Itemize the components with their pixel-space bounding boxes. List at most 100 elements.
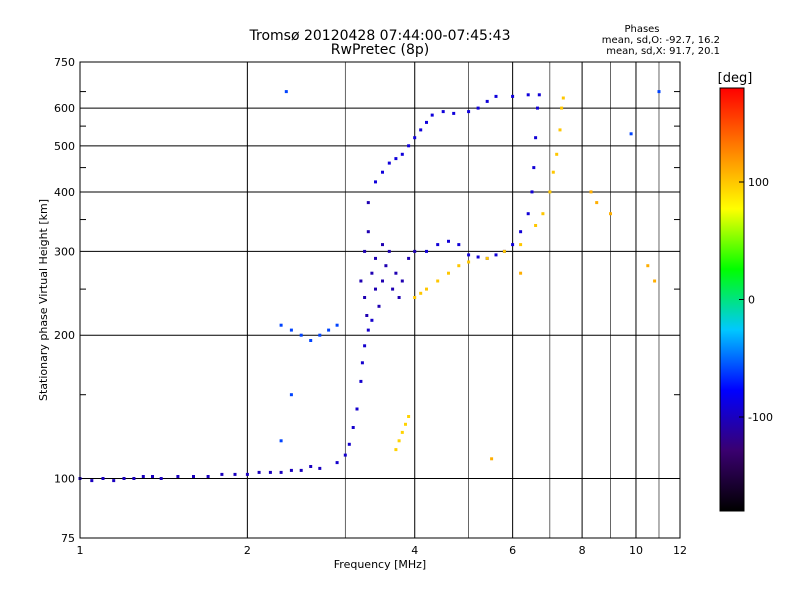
points-layer xyxy=(78,90,661,483)
colorbar-ticks: 100 0 -100 xyxy=(739,176,773,424)
data-point xyxy=(548,190,552,194)
data-point xyxy=(534,136,538,140)
data-point xyxy=(279,470,283,474)
data-point xyxy=(413,249,417,253)
x-tick-label: 8 xyxy=(579,544,586,557)
data-point xyxy=(359,379,363,383)
data-point xyxy=(335,323,339,327)
data-point xyxy=(327,328,331,332)
data-point xyxy=(318,466,322,470)
colorbar-label: [deg] xyxy=(718,71,753,86)
data-point xyxy=(519,243,523,247)
data-point xyxy=(407,144,411,148)
data-point xyxy=(365,314,369,317)
phases-o-line: mean, sd,O: -92.7, 16.2 xyxy=(602,35,720,46)
data-point xyxy=(485,256,489,260)
data-point xyxy=(629,132,633,136)
phases-x-line: mean, sd,X: 91.7, 20.1 xyxy=(606,46,720,57)
data-point xyxy=(355,407,359,411)
data-point xyxy=(377,304,381,308)
data-point xyxy=(425,249,428,253)
data-point xyxy=(536,106,539,110)
data-point xyxy=(366,230,370,234)
data-point xyxy=(511,94,515,98)
x-tick-label: 2 xyxy=(244,544,251,557)
data-point xyxy=(457,264,461,268)
data-point xyxy=(534,224,538,227)
data-point xyxy=(419,291,423,295)
data-point xyxy=(363,249,367,253)
data-point xyxy=(112,479,116,483)
data-point xyxy=(257,470,261,474)
data-point xyxy=(245,472,249,476)
y-tick-label: 300 xyxy=(54,245,75,258)
data-point xyxy=(384,264,388,268)
data-point xyxy=(176,475,180,478)
data-point xyxy=(299,468,303,472)
data-point xyxy=(397,296,401,299)
data-point xyxy=(407,256,411,260)
data-point xyxy=(381,243,384,247)
x-tick-label: 4 xyxy=(411,544,418,557)
data-point xyxy=(132,477,136,480)
data-point xyxy=(335,461,339,465)
data-point xyxy=(370,271,374,275)
data-point xyxy=(284,90,288,94)
y-tick-label: 100 xyxy=(54,473,75,486)
data-point xyxy=(457,243,461,247)
data-point xyxy=(447,239,450,243)
data-point xyxy=(595,201,599,205)
data-point xyxy=(159,477,163,480)
data-point xyxy=(532,166,536,170)
data-point xyxy=(530,190,534,194)
data-point xyxy=(268,470,272,474)
data-point xyxy=(452,111,456,115)
data-point xyxy=(467,110,471,114)
data-point xyxy=(318,333,322,337)
data-point xyxy=(122,477,126,480)
data-point xyxy=(233,472,237,476)
data-point xyxy=(343,453,347,457)
data-point xyxy=(653,279,657,283)
data-point xyxy=(485,99,489,103)
x-axis-label: Frequency [MHz] xyxy=(334,558,426,571)
chart-title: Tromsø 20120428 07:44:00-07:45:43 xyxy=(249,28,511,44)
data-point xyxy=(400,279,404,283)
data-point xyxy=(381,170,384,174)
data-point xyxy=(299,333,303,337)
x-tick-label: 12 xyxy=(673,544,687,557)
data-point xyxy=(374,256,377,260)
data-point xyxy=(387,161,391,165)
data-point xyxy=(537,93,541,97)
data-point xyxy=(589,190,593,194)
data-point xyxy=(560,106,564,110)
data-point xyxy=(436,279,440,283)
data-point xyxy=(397,439,401,443)
data-point xyxy=(476,255,480,259)
y-axis-label: Stationary phase Virtual Height [km] xyxy=(37,199,50,401)
data-point xyxy=(309,339,313,342)
data-point xyxy=(541,212,545,216)
data-point xyxy=(425,120,428,124)
data-point xyxy=(447,271,450,275)
data-point xyxy=(467,260,471,264)
data-point xyxy=(467,253,471,257)
data-point xyxy=(101,477,105,480)
data-point xyxy=(141,475,145,478)
data-point xyxy=(360,361,364,365)
chart-subtitle: RwPretec (8p) xyxy=(331,42,429,58)
y-tick-label: 200 xyxy=(54,329,75,342)
data-point xyxy=(289,393,293,397)
data-point xyxy=(558,128,562,132)
data-point xyxy=(400,152,404,156)
data-point xyxy=(387,249,391,253)
data-point xyxy=(394,157,398,161)
data-point xyxy=(359,279,363,283)
x-tick-label: 6 xyxy=(509,544,516,557)
plot-frame xyxy=(79,61,681,539)
data-point xyxy=(374,287,377,291)
colorbar-tick-label: -100 xyxy=(748,411,773,424)
data-point xyxy=(363,344,367,348)
